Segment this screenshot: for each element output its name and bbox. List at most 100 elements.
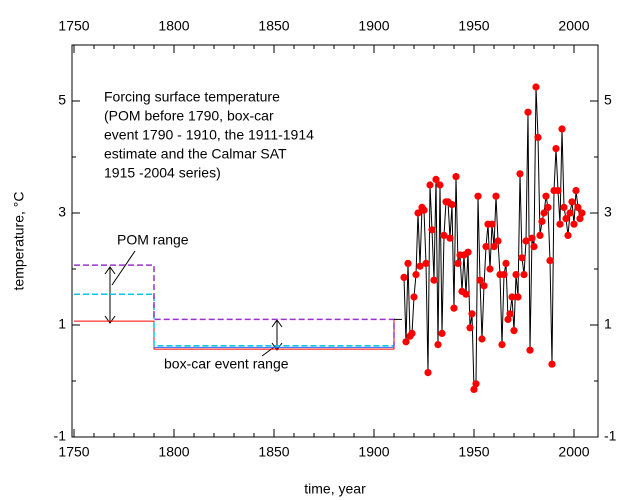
data-point	[518, 254, 526, 262]
data-point	[504, 315, 512, 323]
arrow-heads	[104, 266, 116, 324]
data-point	[400, 273, 408, 281]
pom-range-label: POM range	[117, 232, 189, 248]
data-point	[428, 226, 436, 234]
data-point	[570, 220, 578, 228]
data-point	[508, 293, 516, 301]
x-axis-label: time, year	[304, 481, 366, 497]
y-tick-label-right: 5	[604, 92, 612, 108]
data-point	[486, 265, 494, 273]
data-point	[448, 201, 456, 209]
data-point	[526, 346, 534, 354]
x-tick-label: 1800	[158, 444, 189, 460]
x-tick-label: 2000	[558, 444, 589, 460]
data-point	[468, 310, 476, 318]
leader-line	[111, 250, 136, 286]
data-point	[404, 259, 412, 267]
x-tick-label: 1950	[458, 444, 489, 460]
data-point	[568, 198, 576, 206]
plot-frame	[71, 44, 599, 438]
data-point	[488, 220, 496, 228]
x-tick-label: 1750	[58, 444, 89, 460]
data-point	[422, 259, 430, 267]
y-tick-label-right: -1	[604, 428, 617, 444]
data-point	[438, 329, 446, 337]
data-point	[506, 310, 514, 318]
data-point	[414, 209, 422, 217]
data-point	[530, 243, 538, 251]
data-point	[566, 209, 574, 217]
series-line	[74, 264, 395, 347]
data-point	[574, 203, 582, 211]
data-point	[578, 209, 586, 217]
data-point	[420, 206, 428, 214]
annotation-line: estimate and the Calmar SAT	[104, 146, 287, 162]
data-point	[474, 192, 482, 200]
data-point	[512, 271, 520, 279]
data-point	[544, 203, 552, 211]
annotation-line: 1915 -2004 series)	[104, 165, 221, 181]
data-point	[466, 324, 474, 332]
data-point	[410, 293, 418, 301]
data-point	[464, 248, 472, 256]
data-point	[500, 271, 508, 279]
data-point	[416, 262, 424, 270]
data-point	[560, 203, 568, 211]
data-point	[528, 234, 536, 242]
x-tick-label-top: 1950	[458, 18, 489, 34]
data-point	[498, 341, 506, 349]
annotation-line: event 1790 - 1910, the 1911-1914	[104, 127, 314, 143]
data-point	[478, 335, 486, 343]
data-point	[424, 369, 432, 377]
y-tick-label: 1	[58, 316, 66, 332]
data-point	[534, 133, 542, 141]
y-axis-label: temperature, °C	[11, 192, 27, 291]
y-tick-label: -1	[54, 428, 67, 444]
series-line	[74, 293, 394, 347]
data-point	[440, 231, 448, 239]
data-point	[548, 360, 556, 368]
data-point	[476, 276, 484, 284]
series-line	[74, 319, 395, 350]
x-tick-label-top: 1750	[58, 18, 89, 34]
annotation-line: (POM before 1790, box-car	[104, 108, 274, 124]
data-point	[432, 175, 440, 183]
y-tick-label: 5	[58, 92, 66, 108]
annotation: Forcing surface temperature (POM before …	[104, 89, 314, 181]
data-point	[516, 170, 524, 178]
data-point	[454, 259, 462, 267]
data-point	[462, 290, 470, 298]
data-point	[522, 237, 530, 245]
x-tick-label-top: 2000	[558, 18, 589, 34]
data-point	[558, 125, 566, 133]
annotation-line: Forcing surface temperature	[104, 89, 280, 105]
data-point	[538, 217, 546, 225]
data-point	[576, 215, 584, 223]
data-point	[452, 173, 460, 181]
boxcar-range-label: box-car event range	[164, 356, 289, 372]
data-point	[572, 187, 580, 195]
range-arrows	[104, 266, 283, 351]
data-point	[412, 271, 420, 279]
data-point	[434, 341, 442, 349]
data-point	[542, 192, 550, 200]
x-tick-label: 1850	[258, 444, 289, 460]
data-point	[554, 187, 562, 195]
data-point	[446, 234, 454, 242]
data-point	[514, 293, 522, 301]
data-point	[562, 215, 570, 223]
data-point	[552, 145, 560, 153]
data-point	[564, 231, 572, 239]
data-point	[510, 327, 518, 335]
data-point	[472, 380, 480, 388]
data-point	[532, 83, 540, 91]
data-point	[408, 329, 416, 337]
y-tick-label: 3	[58, 204, 66, 220]
data-point	[494, 237, 502, 245]
data-point	[482, 243, 490, 251]
data-point	[490, 243, 498, 251]
data-point	[430, 276, 438, 284]
data-point	[426, 181, 434, 189]
data-point	[436, 181, 444, 189]
